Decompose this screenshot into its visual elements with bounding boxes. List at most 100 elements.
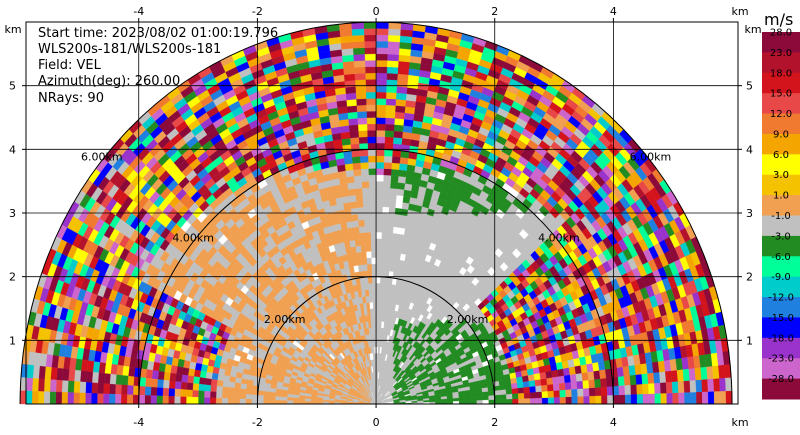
radar-gate xyxy=(398,48,411,56)
radar-gate xyxy=(79,392,86,405)
radar-gate xyxy=(126,385,134,396)
radar-gate xyxy=(61,380,69,393)
radar-gate xyxy=(375,238,382,246)
radar-gate xyxy=(363,276,369,284)
radar-gate xyxy=(512,393,519,400)
radar-gate xyxy=(366,104,377,112)
radar-gate xyxy=(251,399,258,405)
radar-gate xyxy=(375,168,384,176)
radar-gate xyxy=(399,156,409,165)
radar-gate xyxy=(369,200,377,207)
radar-gate xyxy=(547,397,555,405)
radar-gate xyxy=(351,213,359,222)
radar-gate xyxy=(359,149,369,157)
radar-gate xyxy=(387,213,395,221)
radar-gate xyxy=(209,397,217,405)
radar-gate xyxy=(385,92,397,100)
radar-gate xyxy=(670,369,679,382)
radar-gate xyxy=(366,123,377,131)
radar-gate xyxy=(360,245,367,253)
radar-gate xyxy=(157,371,165,381)
radar-gate xyxy=(375,212,383,220)
radar-gate xyxy=(360,168,369,176)
radar-gate xyxy=(353,60,366,68)
radar-gate xyxy=(126,394,134,405)
radar-gate xyxy=(671,381,679,394)
radar-gate xyxy=(595,395,602,405)
radar-gate xyxy=(397,60,410,69)
radar-gate xyxy=(375,295,380,303)
radar-gate xyxy=(345,169,354,178)
radar-gate xyxy=(571,388,578,397)
radar-gate xyxy=(395,201,403,209)
radar-gate xyxy=(383,168,392,176)
radar-gate xyxy=(345,214,353,223)
radar-gate xyxy=(132,394,140,405)
radar-gate xyxy=(370,251,377,258)
radar-gate xyxy=(97,393,104,405)
radar-gate xyxy=(563,374,571,383)
radar-gate xyxy=(205,371,213,380)
radar-gate xyxy=(368,187,377,195)
radar-gate xyxy=(85,392,92,405)
radar-gate xyxy=(401,137,411,146)
radar-gate xyxy=(365,98,377,106)
radar-gate xyxy=(623,375,631,386)
radar-gate xyxy=(399,221,407,229)
radar-gate xyxy=(375,282,381,290)
radar-gate xyxy=(558,382,566,391)
radar-gate xyxy=(227,392,235,399)
radar-gate xyxy=(535,391,543,399)
radar-gate xyxy=(546,377,554,385)
radar-gate xyxy=(357,213,365,221)
radar-gate xyxy=(683,380,691,393)
radar-gate xyxy=(347,111,358,120)
radar-gate xyxy=(369,212,377,220)
radar-gate xyxy=(138,394,145,405)
radar-gate xyxy=(210,385,217,393)
radar-gate xyxy=(390,168,400,177)
radar-gate xyxy=(607,394,614,405)
radar-gate xyxy=(343,73,356,82)
radar-gate xyxy=(388,200,397,208)
radar-gate xyxy=(476,395,483,401)
radar-gate xyxy=(364,53,377,61)
radar-gate xyxy=(587,371,595,381)
radar-gate xyxy=(223,375,231,382)
radar-gate xyxy=(372,295,377,303)
radar-gate xyxy=(387,53,399,62)
radar-gate xyxy=(393,213,401,222)
radar-gate xyxy=(346,105,358,113)
radar-gate xyxy=(349,137,360,145)
radar-gate xyxy=(351,220,359,228)
radar-gate xyxy=(375,327,379,335)
radar-gate xyxy=(499,389,507,395)
radar-gate xyxy=(316,399,323,403)
radar-gate xyxy=(387,226,394,234)
radar-gate xyxy=(387,277,393,285)
radar-gate xyxy=(375,149,385,157)
radar-gate xyxy=(375,155,385,163)
radar-gate xyxy=(659,371,667,383)
radar-gate xyxy=(582,379,590,389)
radar-gate xyxy=(553,390,561,398)
radar-gate xyxy=(209,391,217,399)
radar-gate xyxy=(356,104,367,112)
radar-gate xyxy=(613,394,620,405)
radar-gate xyxy=(109,373,117,385)
radar-gate xyxy=(380,263,386,271)
radar-gate xyxy=(364,225,371,233)
radar-gate xyxy=(387,47,400,55)
radar-gate xyxy=(524,398,531,405)
radar-gate xyxy=(600,386,608,396)
radar-gate xyxy=(653,371,661,384)
radar-gate xyxy=(392,137,403,145)
radar-gate xyxy=(517,387,525,394)
radar-gate xyxy=(239,393,247,400)
radar-gate xyxy=(384,136,394,144)
radar-gate xyxy=(369,193,377,201)
radar-gate xyxy=(379,295,384,303)
radar-gate xyxy=(91,371,99,384)
radar-gate xyxy=(353,232,361,241)
radar-gate xyxy=(191,396,199,405)
